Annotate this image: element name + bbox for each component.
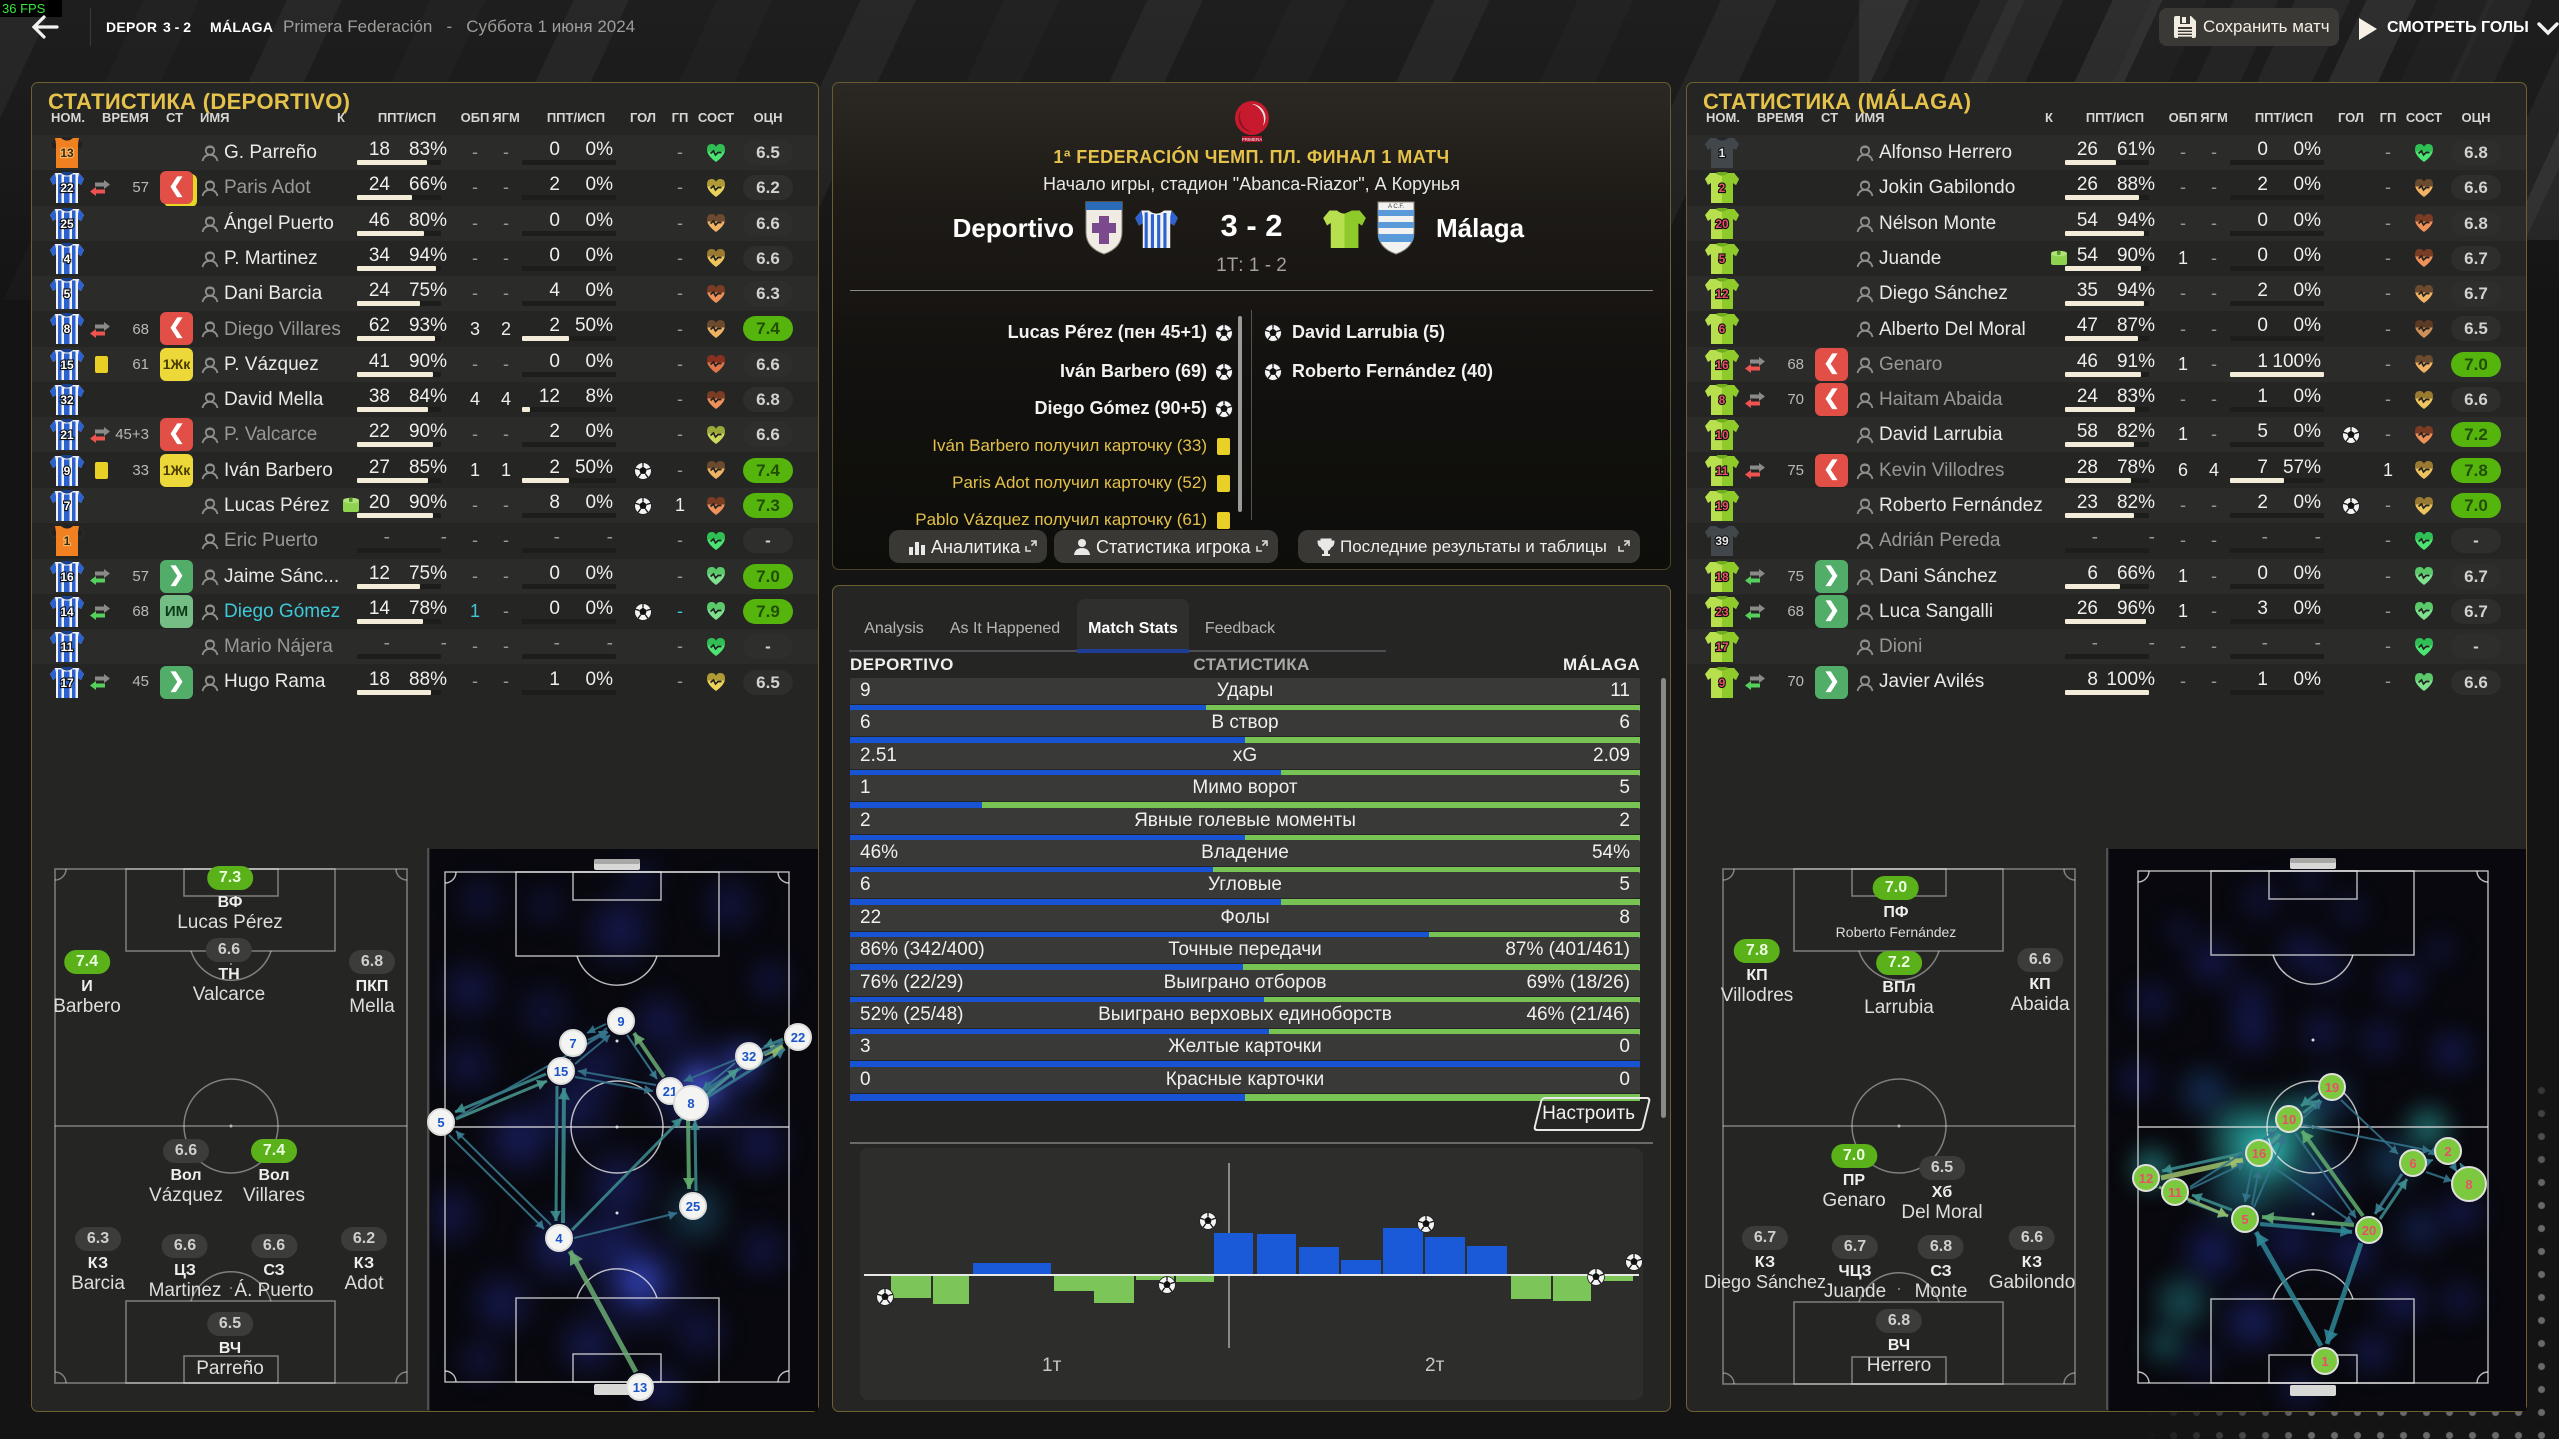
svg-text:21: 21: [60, 428, 74, 442]
svg-text:25: 25: [60, 217, 74, 231]
svg-text:PRIMERA: PRIMERA: [1242, 137, 1263, 142]
svg-text:15: 15: [554, 1064, 568, 1079]
svg-text:8: 8: [64, 322, 71, 336]
svg-text:4: 4: [555, 1231, 563, 1246]
svg-text:5: 5: [64, 287, 71, 301]
svg-text:32: 32: [742, 1049, 756, 1064]
svg-text:20: 20: [2362, 1223, 2376, 1238]
svg-text:1: 1: [2321, 1354, 2328, 1369]
svg-text:8: 8: [2465, 1177, 2472, 1192]
svg-text:1: 1: [64, 534, 71, 548]
svg-text:6: 6: [2409, 1156, 2416, 1171]
svg-text:20: 20: [1715, 217, 1729, 231]
svg-text:22: 22: [60, 181, 74, 195]
svg-text:8: 8: [687, 1096, 694, 1111]
svg-text:16: 16: [2252, 1146, 2266, 1161]
svg-text:17: 17: [1715, 640, 1729, 654]
svg-text:10: 10: [1715, 428, 1729, 442]
svg-text:6: 6: [1719, 322, 1726, 336]
svg-text:13: 13: [60, 146, 74, 160]
svg-text:9: 9: [617, 1014, 624, 1029]
svg-text:5: 5: [437, 1115, 444, 1130]
svg-text:39: 39: [1715, 534, 1729, 548]
svg-text:7: 7: [64, 499, 71, 513]
svg-text:12: 12: [1715, 287, 1729, 301]
svg-text:15: 15: [60, 358, 74, 372]
svg-text:2: 2: [2444, 1144, 2451, 1159]
svg-text:11: 11: [61, 640, 74, 654]
svg-text:9: 9: [1719, 676, 1726, 690]
svg-text:21: 21: [663, 1084, 677, 1099]
svg-text:12: 12: [2139, 1171, 2153, 1186]
svg-text:5: 5: [1719, 252, 1726, 266]
svg-text:5: 5: [2241, 1212, 2248, 1227]
svg-text:9: 9: [64, 464, 71, 478]
svg-text:11: 11: [1716, 464, 1729, 478]
svg-text:4: 4: [64, 252, 71, 266]
svg-text:8: 8: [1719, 393, 1726, 407]
svg-text:19: 19: [2325, 1080, 2339, 1095]
svg-text:16: 16: [1715, 358, 1729, 372]
svg-text:18: 18: [1715, 570, 1729, 584]
svg-text:16: 16: [60, 570, 74, 584]
svg-text:11: 11: [2168, 1185, 2182, 1200]
svg-text:23: 23: [1715, 605, 1729, 619]
svg-text:25: 25: [686, 1199, 700, 1214]
svg-text:10: 10: [2282, 1112, 2296, 1127]
svg-text:32: 32: [60, 393, 74, 407]
svg-text:19: 19: [1715, 499, 1729, 513]
svg-text:22: 22: [791, 1030, 805, 1045]
svg-text:13: 13: [633, 1380, 647, 1395]
svg-text:17: 17: [60, 676, 74, 690]
svg-text:7: 7: [569, 1036, 576, 1051]
svg-text:2: 2: [1719, 181, 1726, 195]
svg-text:A C.F.: A C.F.: [1388, 204, 1404, 210]
svg-text:1: 1: [1719, 146, 1726, 160]
svg-text:14: 14: [60, 605, 74, 619]
